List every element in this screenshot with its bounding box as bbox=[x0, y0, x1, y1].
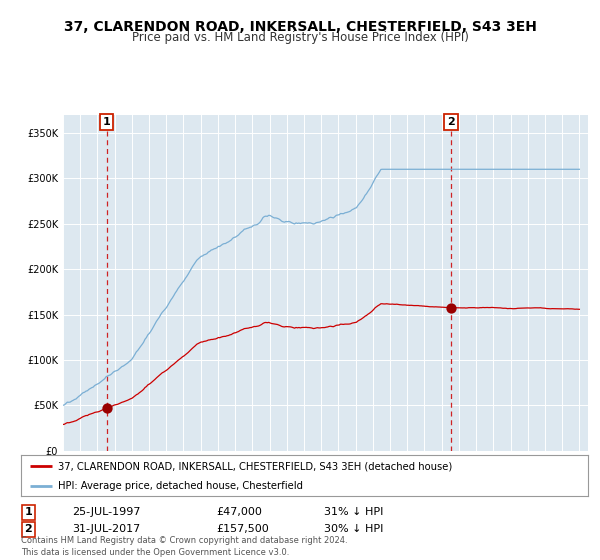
Text: 1: 1 bbox=[25, 507, 32, 517]
Text: Price paid vs. HM Land Registry's House Price Index (HPI): Price paid vs. HM Land Registry's House … bbox=[131, 31, 469, 44]
Text: 30% ↓ HPI: 30% ↓ HPI bbox=[324, 524, 383, 534]
Text: 2: 2 bbox=[25, 524, 32, 534]
Text: 25-JUL-1997: 25-JUL-1997 bbox=[72, 507, 140, 517]
Point bbox=[102, 404, 112, 413]
Text: 31-JUL-2017: 31-JUL-2017 bbox=[72, 524, 140, 534]
Text: £157,500: £157,500 bbox=[216, 524, 269, 534]
Text: 1: 1 bbox=[103, 117, 110, 127]
Text: 37, CLARENDON ROAD, INKERSALL, CHESTERFIELD, S43 3EH: 37, CLARENDON ROAD, INKERSALL, CHESTERFI… bbox=[64, 20, 536, 34]
Text: 31% ↓ HPI: 31% ↓ HPI bbox=[324, 507, 383, 517]
Point bbox=[446, 304, 456, 312]
Text: 2: 2 bbox=[447, 117, 455, 127]
Text: 37, CLARENDON ROAD, INKERSALL, CHESTERFIELD, S43 3EH (detached house): 37, CLARENDON ROAD, INKERSALL, CHESTERFI… bbox=[58, 461, 452, 471]
Text: £47,000: £47,000 bbox=[216, 507, 262, 517]
Text: Contains HM Land Registry data © Crown copyright and database right 2024.
This d: Contains HM Land Registry data © Crown c… bbox=[21, 536, 347, 557]
Text: HPI: Average price, detached house, Chesterfield: HPI: Average price, detached house, Ches… bbox=[58, 480, 303, 491]
